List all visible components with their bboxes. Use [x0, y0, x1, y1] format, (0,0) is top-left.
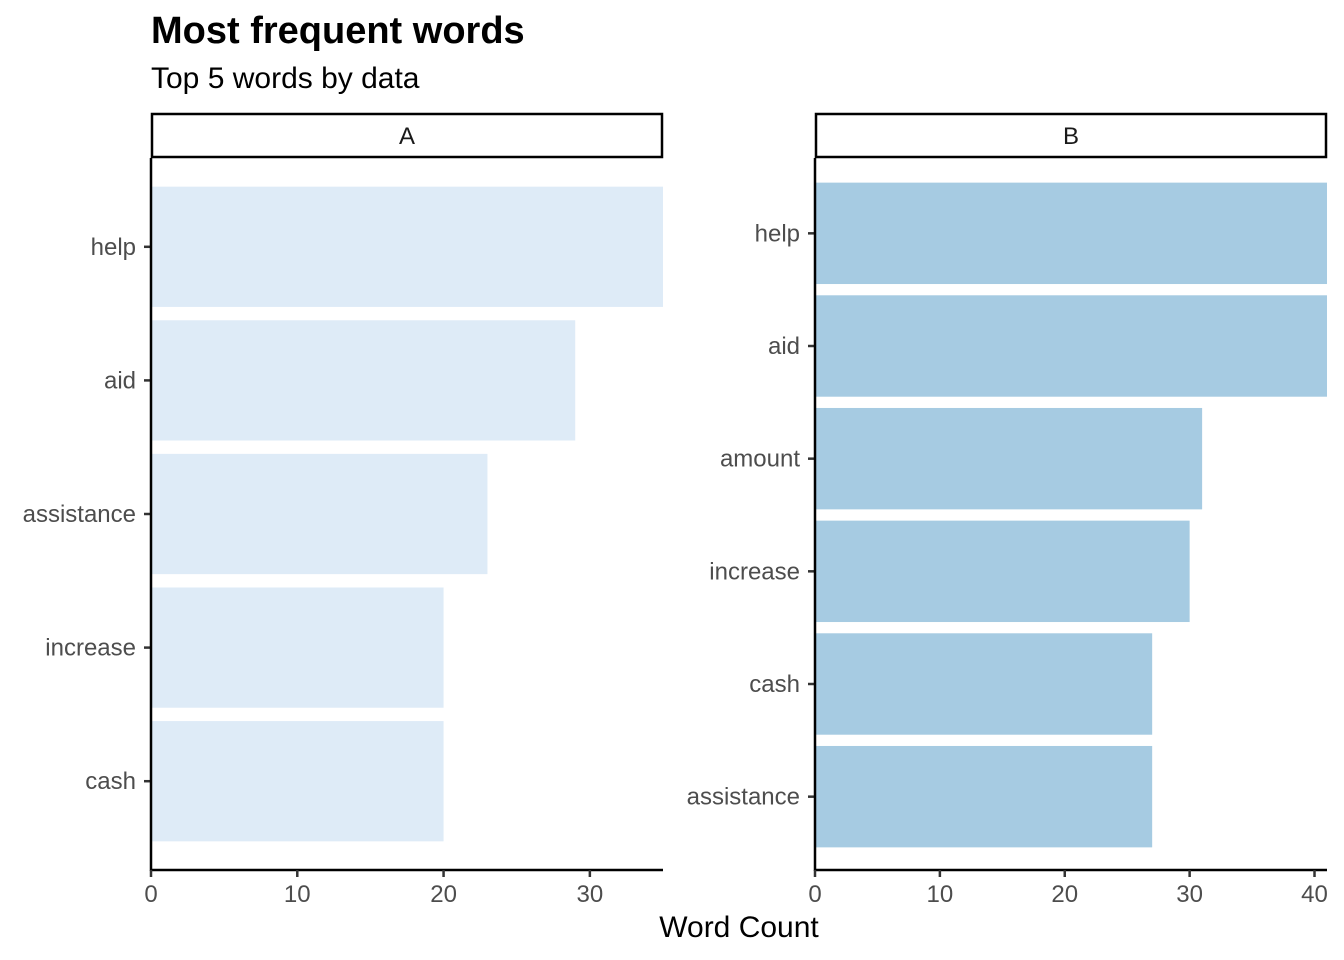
facet-strip-label: A — [399, 123, 415, 150]
y-tick-label: assistance — [687, 784, 800, 811]
bar-aid — [815, 295, 1327, 397]
x-axis-title: Word Count — [659, 911, 819, 944]
y-tick-label: increase — [45, 635, 136, 662]
facet-strip-label: B — [1063, 123, 1079, 150]
bar-aid — [151, 320, 576, 441]
x-tick-label: 30 — [1176, 881, 1203, 908]
facet-strip — [814, 112, 1328, 159]
bar-cash — [815, 633, 1153, 735]
y-tick-label: help — [755, 220, 800, 247]
y-tick-label: assistance — [23, 501, 136, 528]
x-tick-label: 30 — [577, 881, 604, 908]
y-tick-label: increase — [709, 558, 800, 585]
bar-increase — [815, 520, 1190, 623]
facet-strip — [150, 112, 664, 159]
bar-cash — [151, 721, 444, 842]
x-tick-label: 10 — [284, 881, 311, 908]
bar-assistance — [815, 745, 1153, 848]
bar-help — [815, 182, 1327, 285]
x-tick-label: 10 — [927, 881, 954, 908]
x-tick-label: 0 — [144, 881, 157, 908]
bar-help — [151, 186, 663, 307]
y-tick-label: cash — [85, 768, 136, 795]
chart-title: Most frequent words — [151, 10, 525, 52]
y-tick-label: amount — [720, 446, 800, 473]
x-tick-label: 40 — [1301, 881, 1328, 908]
y-tick-label: help — [91, 234, 136, 261]
bar-amount — [815, 407, 1203, 510]
bar-increase — [151, 587, 444, 708]
x-tick-label: 20 — [430, 881, 457, 908]
y-tick-label: aid — [104, 367, 136, 394]
y-tick-label: cash — [749, 671, 800, 698]
x-tick-label: 20 — [1051, 881, 1078, 908]
x-tick-label: 0 — [808, 881, 821, 908]
bar-assistance — [151, 453, 488, 575]
chart-subtitle: Top 5 words by data — [151, 62, 420, 95]
y-tick-label: aid — [768, 333, 800, 360]
